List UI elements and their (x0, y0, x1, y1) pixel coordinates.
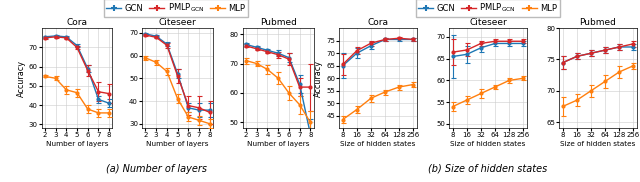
Title: Pubmed: Pubmed (260, 18, 296, 27)
Title: Citeseer: Citeseer (469, 18, 507, 27)
X-axis label: Number of layers: Number of layers (46, 141, 108, 147)
Title: Pubmed: Pubmed (580, 18, 616, 27)
Title: Citeseer: Citeseer (159, 18, 196, 27)
X-axis label: Size of hidden states: Size of hidden states (340, 141, 415, 147)
X-axis label: Number of layers: Number of layers (247, 141, 309, 147)
Legend: GCN, PMLP$_{\mathregular{GCN}}$, MLP: GCN, PMLP$_{\mathregular{GCN}}$, MLP (415, 0, 560, 17)
Legend: GCN, PMLP$_{\mathregular{GCN}}$, MLP: GCN, PMLP$_{\mathregular{GCN}}$, MLP (104, 0, 248, 17)
X-axis label: Size of hidden states: Size of hidden states (451, 141, 525, 147)
X-axis label: Size of hidden states: Size of hidden states (561, 141, 636, 147)
Title: Cora: Cora (67, 18, 88, 27)
X-axis label: Number of layers: Number of layers (147, 141, 209, 147)
Text: (b) Size of hidden states: (b) Size of hidden states (428, 164, 547, 174)
Title: Cora: Cora (367, 18, 388, 27)
Y-axis label: Accuracy: Accuracy (17, 60, 26, 97)
Text: (a) Number of layers: (a) Number of layers (106, 164, 207, 174)
Y-axis label: Accuracy: Accuracy (314, 60, 323, 97)
